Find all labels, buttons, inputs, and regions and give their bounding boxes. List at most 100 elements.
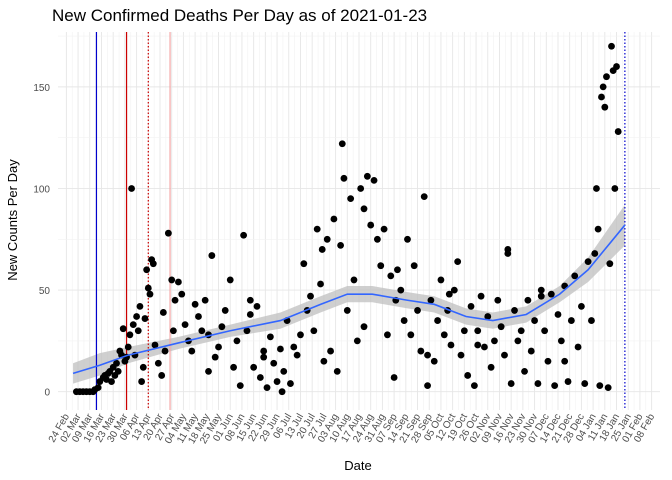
data-point (323, 235, 331, 243)
data-point (370, 176, 378, 184)
data-point (159, 309, 167, 316)
data-point (330, 215, 338, 223)
data-point (233, 337, 241, 345)
data-point (138, 378, 146, 385)
data-point (567, 317, 575, 324)
data-point (596, 382, 604, 390)
data-point (218, 323, 226, 331)
data-point (564, 378, 572, 385)
data-point (514, 337, 522, 345)
data-point (407, 331, 415, 339)
data-point (606, 260, 614, 268)
data-point (94, 384, 102, 392)
data-point (363, 172, 371, 180)
data-point (146, 290, 154, 298)
data-point (139, 363, 147, 371)
data-point (250, 363, 258, 371)
data-point (574, 343, 582, 351)
smooth-line-layer (72, 224, 626, 375)
data-point (360, 323, 368, 331)
data-point (327, 347, 334, 355)
data-point (554, 311, 562, 318)
data-point (531, 317, 538, 324)
data-point (547, 290, 555, 298)
data-point (243, 327, 251, 335)
data-point (397, 286, 405, 294)
data-point (507, 380, 515, 387)
data-point (571, 272, 579, 280)
data-point (240, 231, 248, 239)
data-point (119, 325, 127, 333)
points-layer (72, 42, 622, 396)
data-point (141, 315, 149, 322)
data-point (338, 140, 346, 148)
data-point (143, 266, 151, 274)
data-point (494, 296, 502, 304)
data-point (481, 343, 488, 351)
smooth-trend-line (72, 224, 626, 375)
data-point (390, 374, 398, 381)
data-point (377, 262, 385, 270)
data-point (195, 313, 202, 320)
data-point (467, 302, 475, 310)
data-point (604, 384, 612, 392)
y-tick-label: 50 (39, 286, 51, 297)
data-point (414, 307, 421, 314)
data-point (310, 327, 318, 335)
data-point (158, 372, 166, 379)
data-point (253, 302, 261, 310)
data-point (256, 374, 264, 381)
data-point (601, 103, 609, 111)
data-point (317, 280, 324, 288)
data-point (114, 367, 122, 375)
data-point (608, 42, 615, 50)
data-point (144, 284, 152, 292)
data-point (430, 357, 438, 365)
data-point (434, 317, 441, 324)
data-point (440, 331, 448, 339)
data-point (541, 327, 549, 335)
data-point (297, 331, 304, 339)
data-point (594, 225, 602, 233)
data-point (487, 363, 495, 371)
y-tick-label: 150 (33, 83, 50, 94)
data-point (347, 195, 355, 203)
data-point (201, 296, 209, 304)
data-point (454, 258, 462, 266)
data-point (337, 241, 345, 249)
data-point (205, 367, 212, 375)
x-axis-title: Date (344, 458, 371, 473)
data-point (273, 378, 281, 385)
data-point (501, 351, 508, 359)
data-point (613, 63, 620, 70)
data-point (470, 382, 478, 390)
data-point (373, 235, 381, 243)
data-point (420, 193, 428, 201)
data-point (581, 380, 589, 387)
data-point (181, 321, 189, 329)
y-tick-label: 100 (33, 184, 50, 195)
data-point (474, 327, 482, 335)
data-point (260, 347, 268, 355)
data-point (211, 353, 219, 361)
data-point (450, 286, 458, 294)
data-point (537, 286, 545, 294)
data-point (417, 347, 425, 355)
data-point (280, 367, 288, 375)
data-point (367, 221, 375, 229)
data-point (497, 323, 505, 331)
data-point (584, 258, 592, 266)
data-point (544, 357, 552, 365)
data-point (561, 357, 569, 365)
y-axis-title: New Counts Per Day (5, 159, 20, 281)
data-point (263, 384, 271, 392)
data-point (603, 73, 610, 81)
data-point (290, 343, 298, 351)
data-point (360, 205, 368, 213)
data-point (457, 351, 465, 359)
data-point (129, 321, 137, 329)
data-point (136, 302, 144, 310)
data-point (511, 307, 518, 314)
